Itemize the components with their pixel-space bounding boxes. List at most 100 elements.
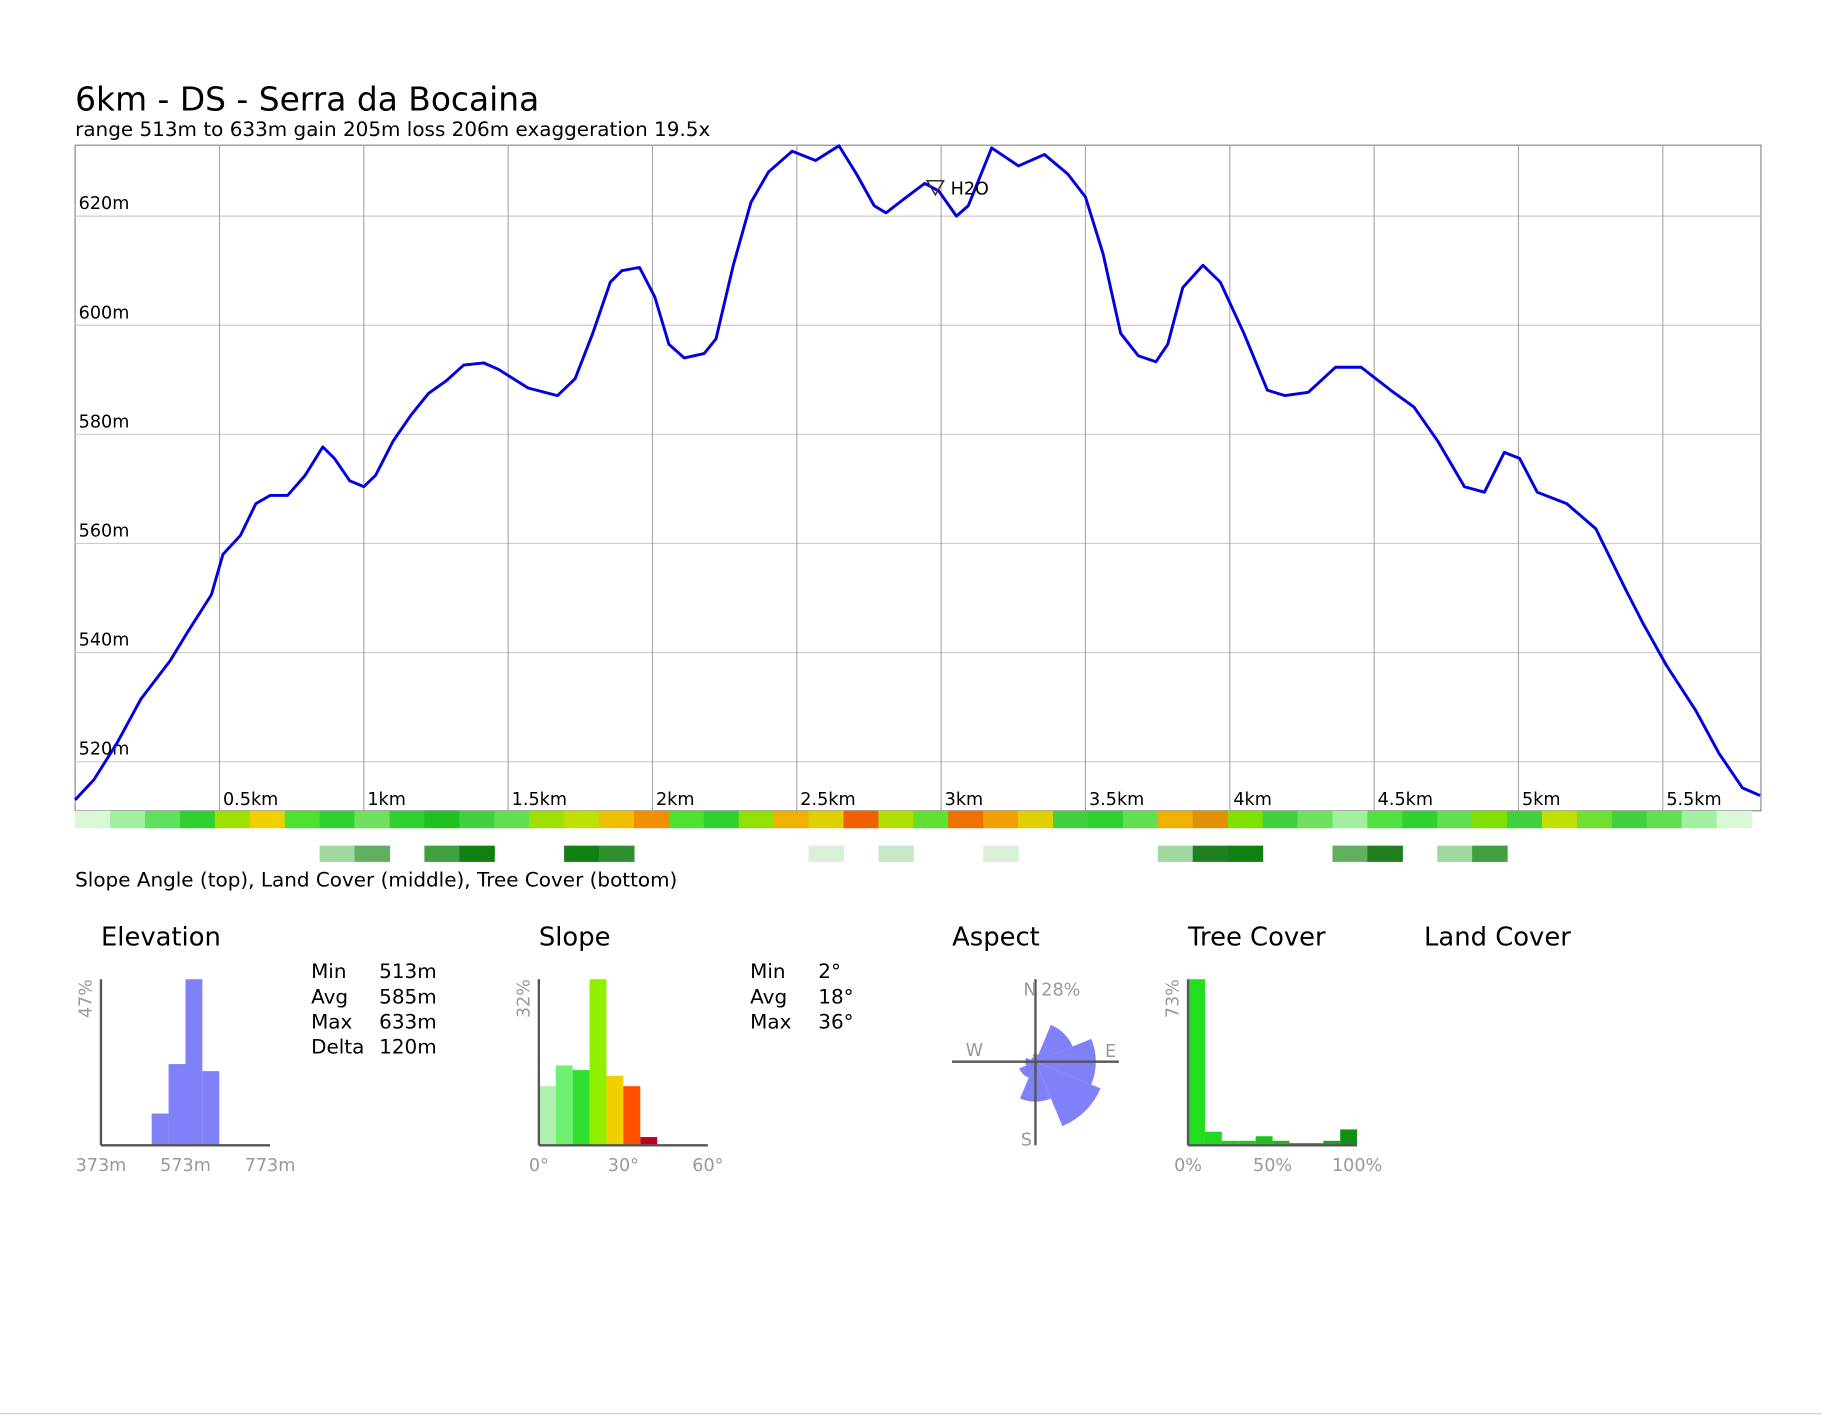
- bar: [589, 979, 607, 1146]
- strip-cell: [144, 810, 181, 829]
- x-tick-label: 100%: [1332, 1156, 1382, 1176]
- strip-cell: [75, 810, 111, 829]
- strip-cell: [179, 810, 216, 829]
- rose-wedge: [1019, 1061, 1036, 1078]
- x-tick-label: 773m: [245, 1156, 296, 1176]
- strip-cell: [459, 810, 495, 829]
- strip-cell: [1053, 810, 1089, 829]
- x-tick-label: 4.5km: [1378, 790, 1433, 810]
- annotation-label: H2O: [951, 180, 989, 200]
- strip-cell: [284, 810, 321, 829]
- strip-cell: [668, 810, 705, 829]
- x-tick-label: 2km: [656, 790, 695, 810]
- elevation-line: [74, 144, 1761, 801]
- strip-cell: [1192, 845, 1229, 862]
- strip-cell: [389, 810, 425, 829]
- strip-cell: [354, 810, 391, 829]
- rose-wedge: [1035, 1061, 1101, 1127]
- strip-cell: [1611, 810, 1648, 829]
- chart-title: Aspect: [952, 923, 1040, 953]
- y-tick-label: 520m: [79, 740, 130, 760]
- strip-cell: [633, 810, 670, 829]
- y-tick-label: 600m: [79, 303, 130, 323]
- bar: [168, 1064, 186, 1146]
- strip-cell: [1192, 810, 1229, 829]
- stat-value: 585m: [379, 985, 437, 1008]
- bar: [185, 979, 203, 1146]
- stat-label: Delta: [311, 1036, 364, 1059]
- strip-cell: [1576, 810, 1613, 829]
- plot-frame: [74, 144, 1762, 812]
- stat-label: Avg: [311, 985, 348, 1008]
- strip-cell: [319, 845, 356, 862]
- strip-cell: [1332, 845, 1368, 862]
- y-tick-label: 32%: [514, 979, 534, 1018]
- strip-caption: Slope Angle (top), Land Cover (middle), …: [75, 868, 677, 891]
- strip-cell: [703, 810, 740, 829]
- strip-cell: [599, 845, 635, 862]
- y-tick-label: 47%: [76, 979, 96, 1018]
- strip-cell: [1472, 845, 1508, 862]
- strip-cell: [1262, 810, 1299, 829]
- x-tick-label: 0°: [529, 1156, 549, 1176]
- bar: [640, 1137, 658, 1146]
- x-tick-label: 5.5km: [1666, 790, 1721, 810]
- strip-cell: [878, 810, 914, 829]
- stat-label: Min: [311, 960, 346, 983]
- stat-label: Avg: [750, 985, 787, 1008]
- stat-value: 36°: [818, 1011, 853, 1034]
- bar: [1272, 1140, 1290, 1146]
- chart-title: Tree Cover: [1187, 923, 1326, 953]
- strip-cell: [529, 810, 565, 829]
- strip-cell: [808, 845, 845, 862]
- stat-value: 120m: [379, 1036, 437, 1059]
- chart-title: Slope: [539, 923, 611, 953]
- stat-label: Min: [750, 960, 785, 983]
- strip-cell: [1157, 845, 1194, 862]
- bar: [623, 1086, 641, 1146]
- strip-cell: [1646, 810, 1683, 829]
- bar: [202, 1071, 220, 1146]
- bar: [555, 1065, 573, 1146]
- strip-cell: [459, 845, 495, 862]
- direction-label: S: [1021, 1130, 1032, 1150]
- bar: [1188, 979, 1205, 1146]
- strip-cell: [1018, 810, 1054, 829]
- bar: [1255, 1136, 1273, 1146]
- strip-cell: [1227, 810, 1264, 829]
- stat-label: Max: [750, 1011, 791, 1034]
- bar: [151, 1113, 169, 1146]
- x-tick-label: 2.5km: [800, 790, 855, 810]
- land-cover-title: Land Cover: [1424, 923, 1571, 953]
- strip-cell: [354, 845, 391, 862]
- subtitle: range 513m to 633m gain 205m loss 206m e…: [75, 118, 710, 141]
- x-tick-label: 1.5km: [512, 790, 567, 810]
- chart-title: Elevation: [101, 923, 221, 953]
- strip-cell: [948, 810, 984, 829]
- strip-cell: [599, 810, 635, 829]
- radius-tick-label: 28%: [1041, 981, 1080, 1001]
- y-tick-label: 580m: [79, 412, 130, 432]
- strip-cell: [564, 845, 600, 862]
- bar: [606, 1075, 624, 1146]
- strip-cell: [424, 845, 460, 862]
- y-tick-label: 620m: [79, 194, 130, 214]
- strip-cell: [1122, 810, 1159, 829]
- strip-cell: [1367, 810, 1403, 829]
- x-tick-label: 50%: [1253, 1156, 1292, 1176]
- y-tick-label: 560m: [79, 522, 130, 542]
- x-tick-label: 573m: [160, 1156, 211, 1176]
- strip-cell: [878, 845, 914, 862]
- strip-cell: [1402, 810, 1438, 829]
- x-tick-label: 0%: [1174, 1156, 1202, 1176]
- strip-cell: [843, 810, 880, 829]
- strip-cell: [1437, 810, 1473, 829]
- strip-cell: [1681, 810, 1718, 829]
- strip-cell: [738, 810, 775, 829]
- page-title: 6km - DS - Serra da Bocaina: [75, 81, 539, 119]
- annotation-marker: [925, 180, 945, 197]
- strip-cell: [1507, 810, 1543, 829]
- strip-cell: [249, 810, 286, 829]
- bar: [1323, 1140, 1341, 1146]
